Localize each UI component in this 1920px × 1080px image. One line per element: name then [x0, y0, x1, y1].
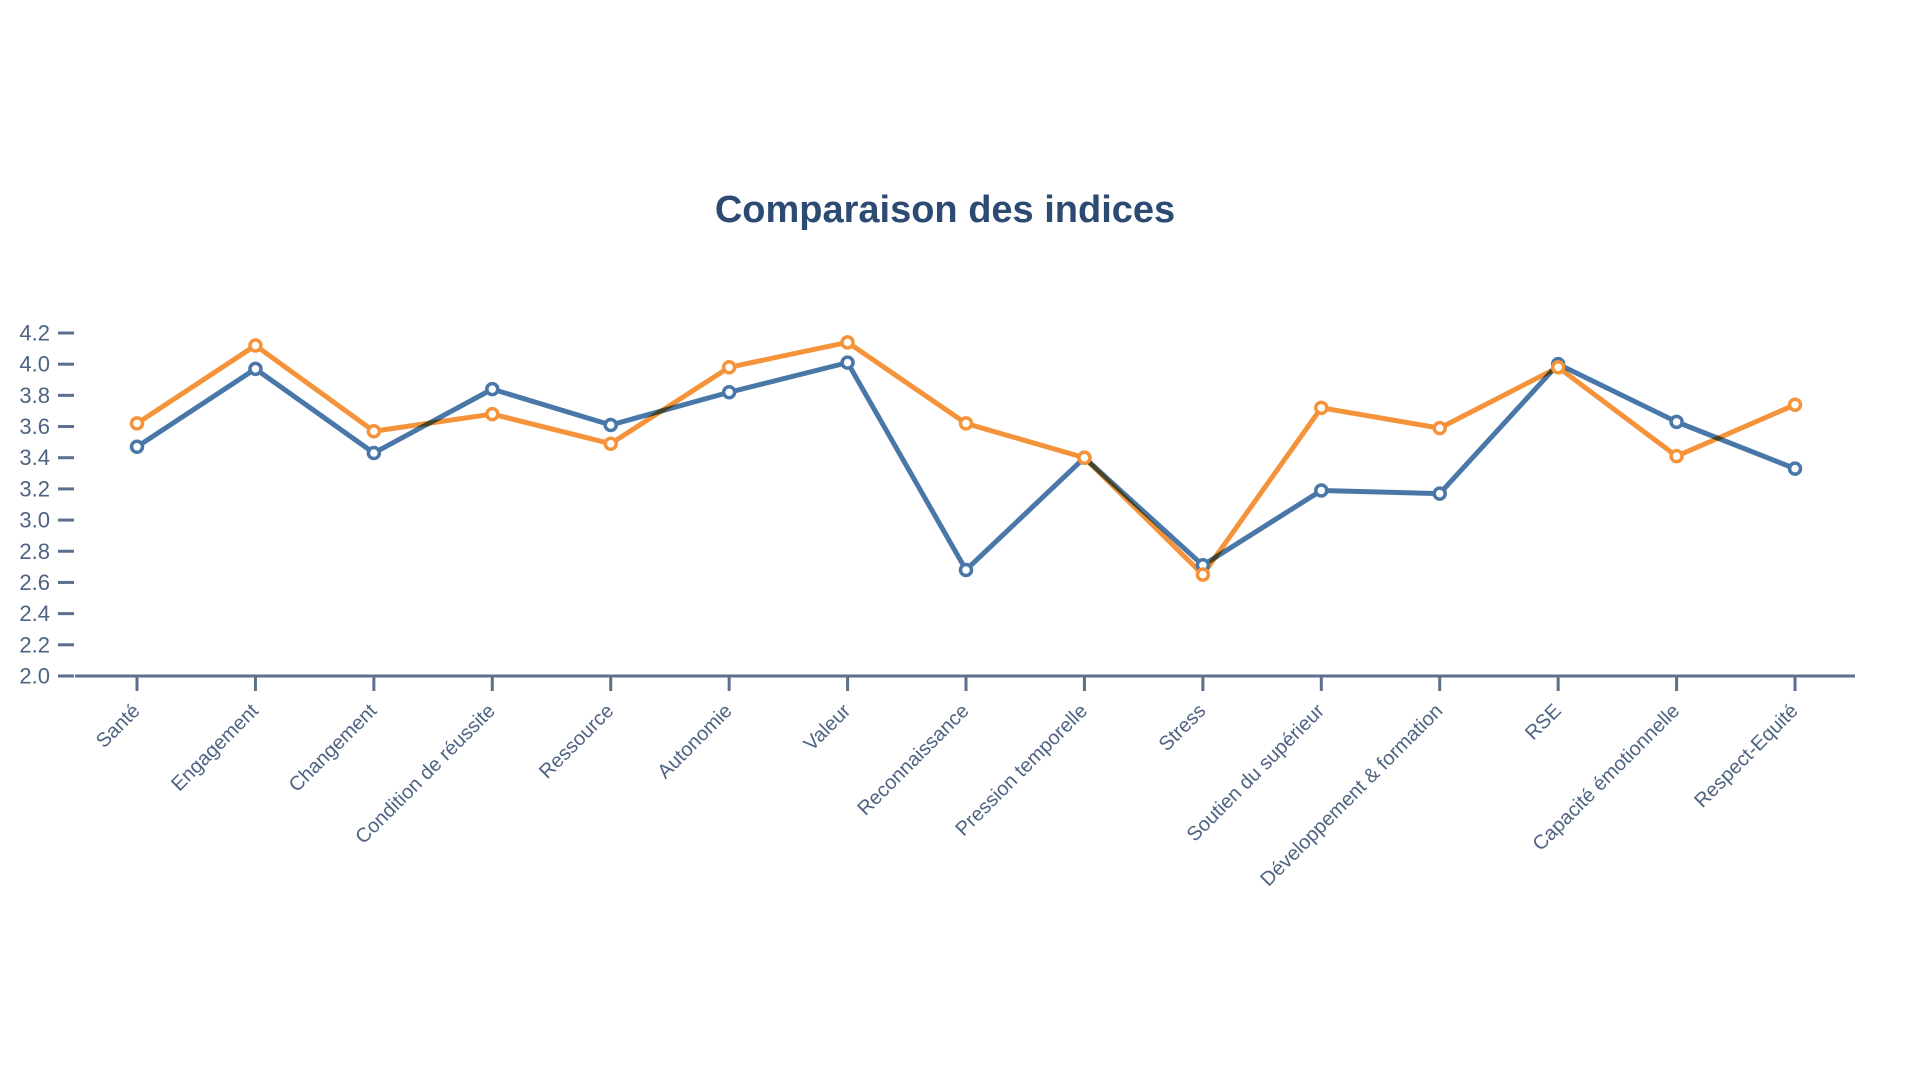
- x-tick-label: RSE: [1521, 700, 1566, 745]
- data-point-orange: [1787, 397, 1803, 412]
- data-point-orange: [248, 338, 263, 353]
- data-point-blue: [485, 381, 500, 397]
- data-point-blue: [1787, 461, 1803, 476]
- y-tick-label: 2.0: [19, 663, 50, 688]
- data-point-blue: [129, 439, 145, 455]
- data-point-orange: [366, 423, 382, 439]
- y-tick-label: 2.8: [19, 539, 50, 564]
- x-tick-label: Santé: [92, 700, 145, 753]
- y-tick-label: 2.2: [19, 632, 50, 657]
- data-point-blue: [840, 355, 855, 370]
- y-tick-label: 3.2: [19, 476, 50, 501]
- data-point-orange: [721, 360, 737, 375]
- data-point-orange: [1550, 360, 1566, 375]
- y-tick-label: 3.6: [19, 414, 50, 439]
- x-tick-label: Engagement: [167, 700, 263, 796]
- x-tick-label: Changement: [285, 700, 382, 797]
- y-tick-label: 3.4: [19, 445, 50, 470]
- data-point-orange: [840, 335, 855, 350]
- data-point-blue: [1432, 486, 1447, 501]
- data-point-orange: [1669, 448, 1684, 464]
- data-point-blue: [1669, 414, 1684, 430]
- data-point-orange: [958, 416, 974, 431]
- y-axis: 2.0 2.2 2.4 2.6 2.8 3.0 3.2 3.4 3.6 3.8 4.0 4.2: [19, 321, 74, 688]
- y-tick-label: 3.0: [19, 508, 50, 533]
- data-point-orange: [603, 436, 618, 451]
- data-point-blue: [958, 562, 974, 578]
- data-point-orange: [129, 416, 145, 431]
- x-tick-label: Pression temporelle: [951, 700, 1092, 841]
- x-tick-label: Ressource: [535, 700, 618, 783]
- data-point-orange: [1314, 400, 1329, 416]
- data-point-orange: [485, 406, 500, 422]
- x-tick-label: Reconnaissance: [853, 700, 973, 820]
- y-tick-label: 4.0: [19, 352, 50, 377]
- x-tick-label: Respect-Equité: [1690, 700, 1802, 812]
- series-lines: [134, 339, 1798, 578]
- data-point-blue: [1314, 483, 1329, 498]
- series-markers: [129, 335, 1803, 582]
- data-point-orange: [1195, 567, 1211, 582]
- x-tick-label: Valeur: [800, 700, 856, 756]
- x-tick-label: Stress: [1155, 700, 1211, 756]
- y-tick-label: 4.2: [19, 321, 50, 346]
- data-point-blue: [366, 445, 382, 461]
- chart-title: Comparaison des indices: [715, 189, 1175, 231]
- data-point-blue: [603, 417, 618, 433]
- data-point-orange: [1077, 450, 1092, 465]
- y-tick-label: 2.4: [19, 601, 50, 626]
- data-point-blue: [248, 361, 263, 377]
- y-tick-label: 2.6: [19, 570, 50, 595]
- data-point-orange: [1432, 420, 1447, 436]
- data-point-blue: [721, 384, 737, 400]
- y-tick-label: 3.8: [19, 383, 50, 408]
- x-tick-label: Autonomie: [654, 700, 737, 783]
- series-line-blue: [134, 360, 1798, 573]
